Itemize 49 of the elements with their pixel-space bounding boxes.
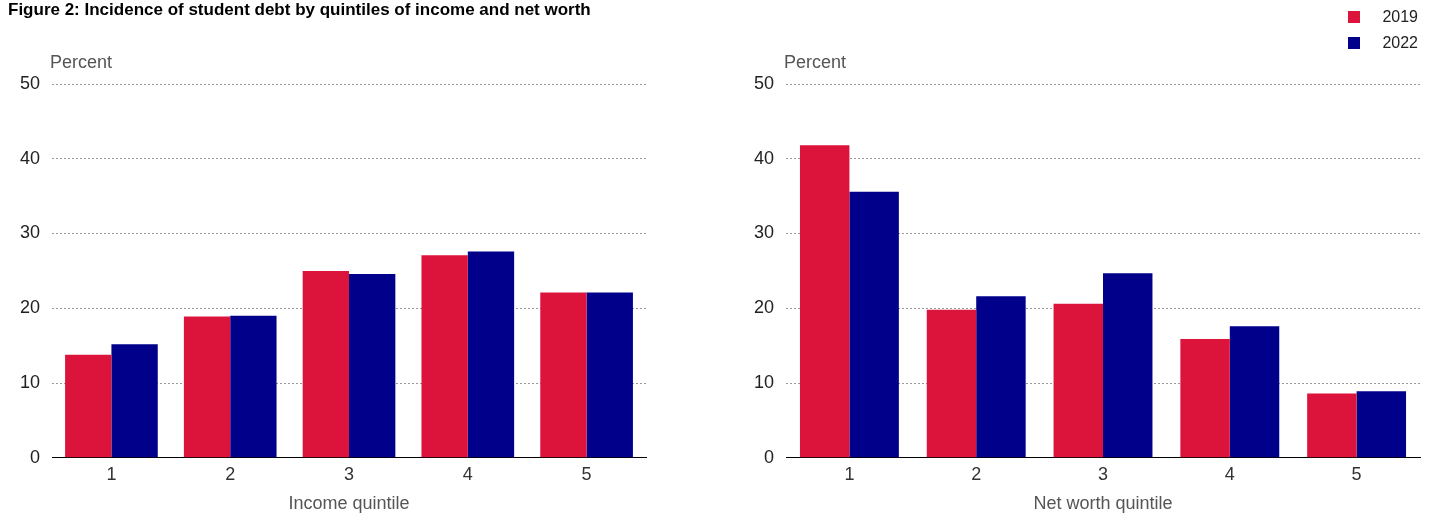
bar: [349, 273, 396, 458]
x-tick-label: 4: [1224, 463, 1235, 484]
x-tick-label: 1: [106, 463, 117, 484]
y-tick-label: 10: [19, 372, 41, 393]
bar: [1053, 303, 1104, 458]
bar: [1307, 393, 1357, 458]
bar: [65, 354, 112, 458]
bar: [183, 316, 231, 458]
y-tick-label: 40: [753, 147, 775, 168]
y-axis-title: Percent: [50, 51, 113, 72]
y-tick-label: 0: [764, 446, 775, 467]
bar: [540, 292, 587, 458]
bar: [302, 270, 350, 458]
x-tick-label: 1: [844, 463, 855, 484]
y-tick-label: 50: [19, 72, 41, 93]
x-tick-label: 2: [225, 463, 236, 484]
legend-label: 2022: [1382, 34, 1418, 52]
bar: [421, 255, 468, 458]
x-tick-label: 5: [581, 463, 592, 484]
x-tick-label: 2: [971, 463, 982, 484]
y-tick-label: 30: [19, 222, 41, 243]
y-tick-label: 0: [30, 446, 41, 467]
y-tick-label: 30: [753, 222, 775, 243]
bar: [230, 315, 277, 458]
chart-title: Figure 2: Incidence of student debt by quintiles of income and net worth: [8, 0, 591, 20]
bar: [586, 292, 633, 458]
y-tick-label: 20: [753, 297, 775, 318]
y-tick-label: 50: [753, 72, 775, 93]
bar: [1356, 391, 1407, 458]
legend-label: 2019: [1382, 8, 1418, 26]
y-tick-label: 40: [19, 147, 41, 168]
y-tick-label: 10: [753, 372, 775, 393]
bar: [976, 296, 1026, 458]
x-tick-label: 3: [1098, 463, 1109, 484]
bar: [1103, 273, 1153, 458]
bar: [799, 145, 850, 458]
x-tick-label: 5: [1351, 463, 1362, 484]
y-axis-title: Percent: [784, 51, 847, 72]
x-tick-label: 4: [462, 463, 473, 484]
bar: [1180, 338, 1230, 458]
bar: [1229, 326, 1280, 458]
bar: [467, 251, 515, 458]
bar: [111, 344, 158, 458]
x-axis-title: Net worth quintile: [1033, 493, 1173, 514]
bar: [849, 191, 899, 458]
x-axis-title: Income quintile: [288, 493, 410, 514]
y-tick-label: 20: [19, 297, 41, 318]
bar: [926, 309, 977, 458]
x-tick-label: 3: [344, 463, 355, 484]
